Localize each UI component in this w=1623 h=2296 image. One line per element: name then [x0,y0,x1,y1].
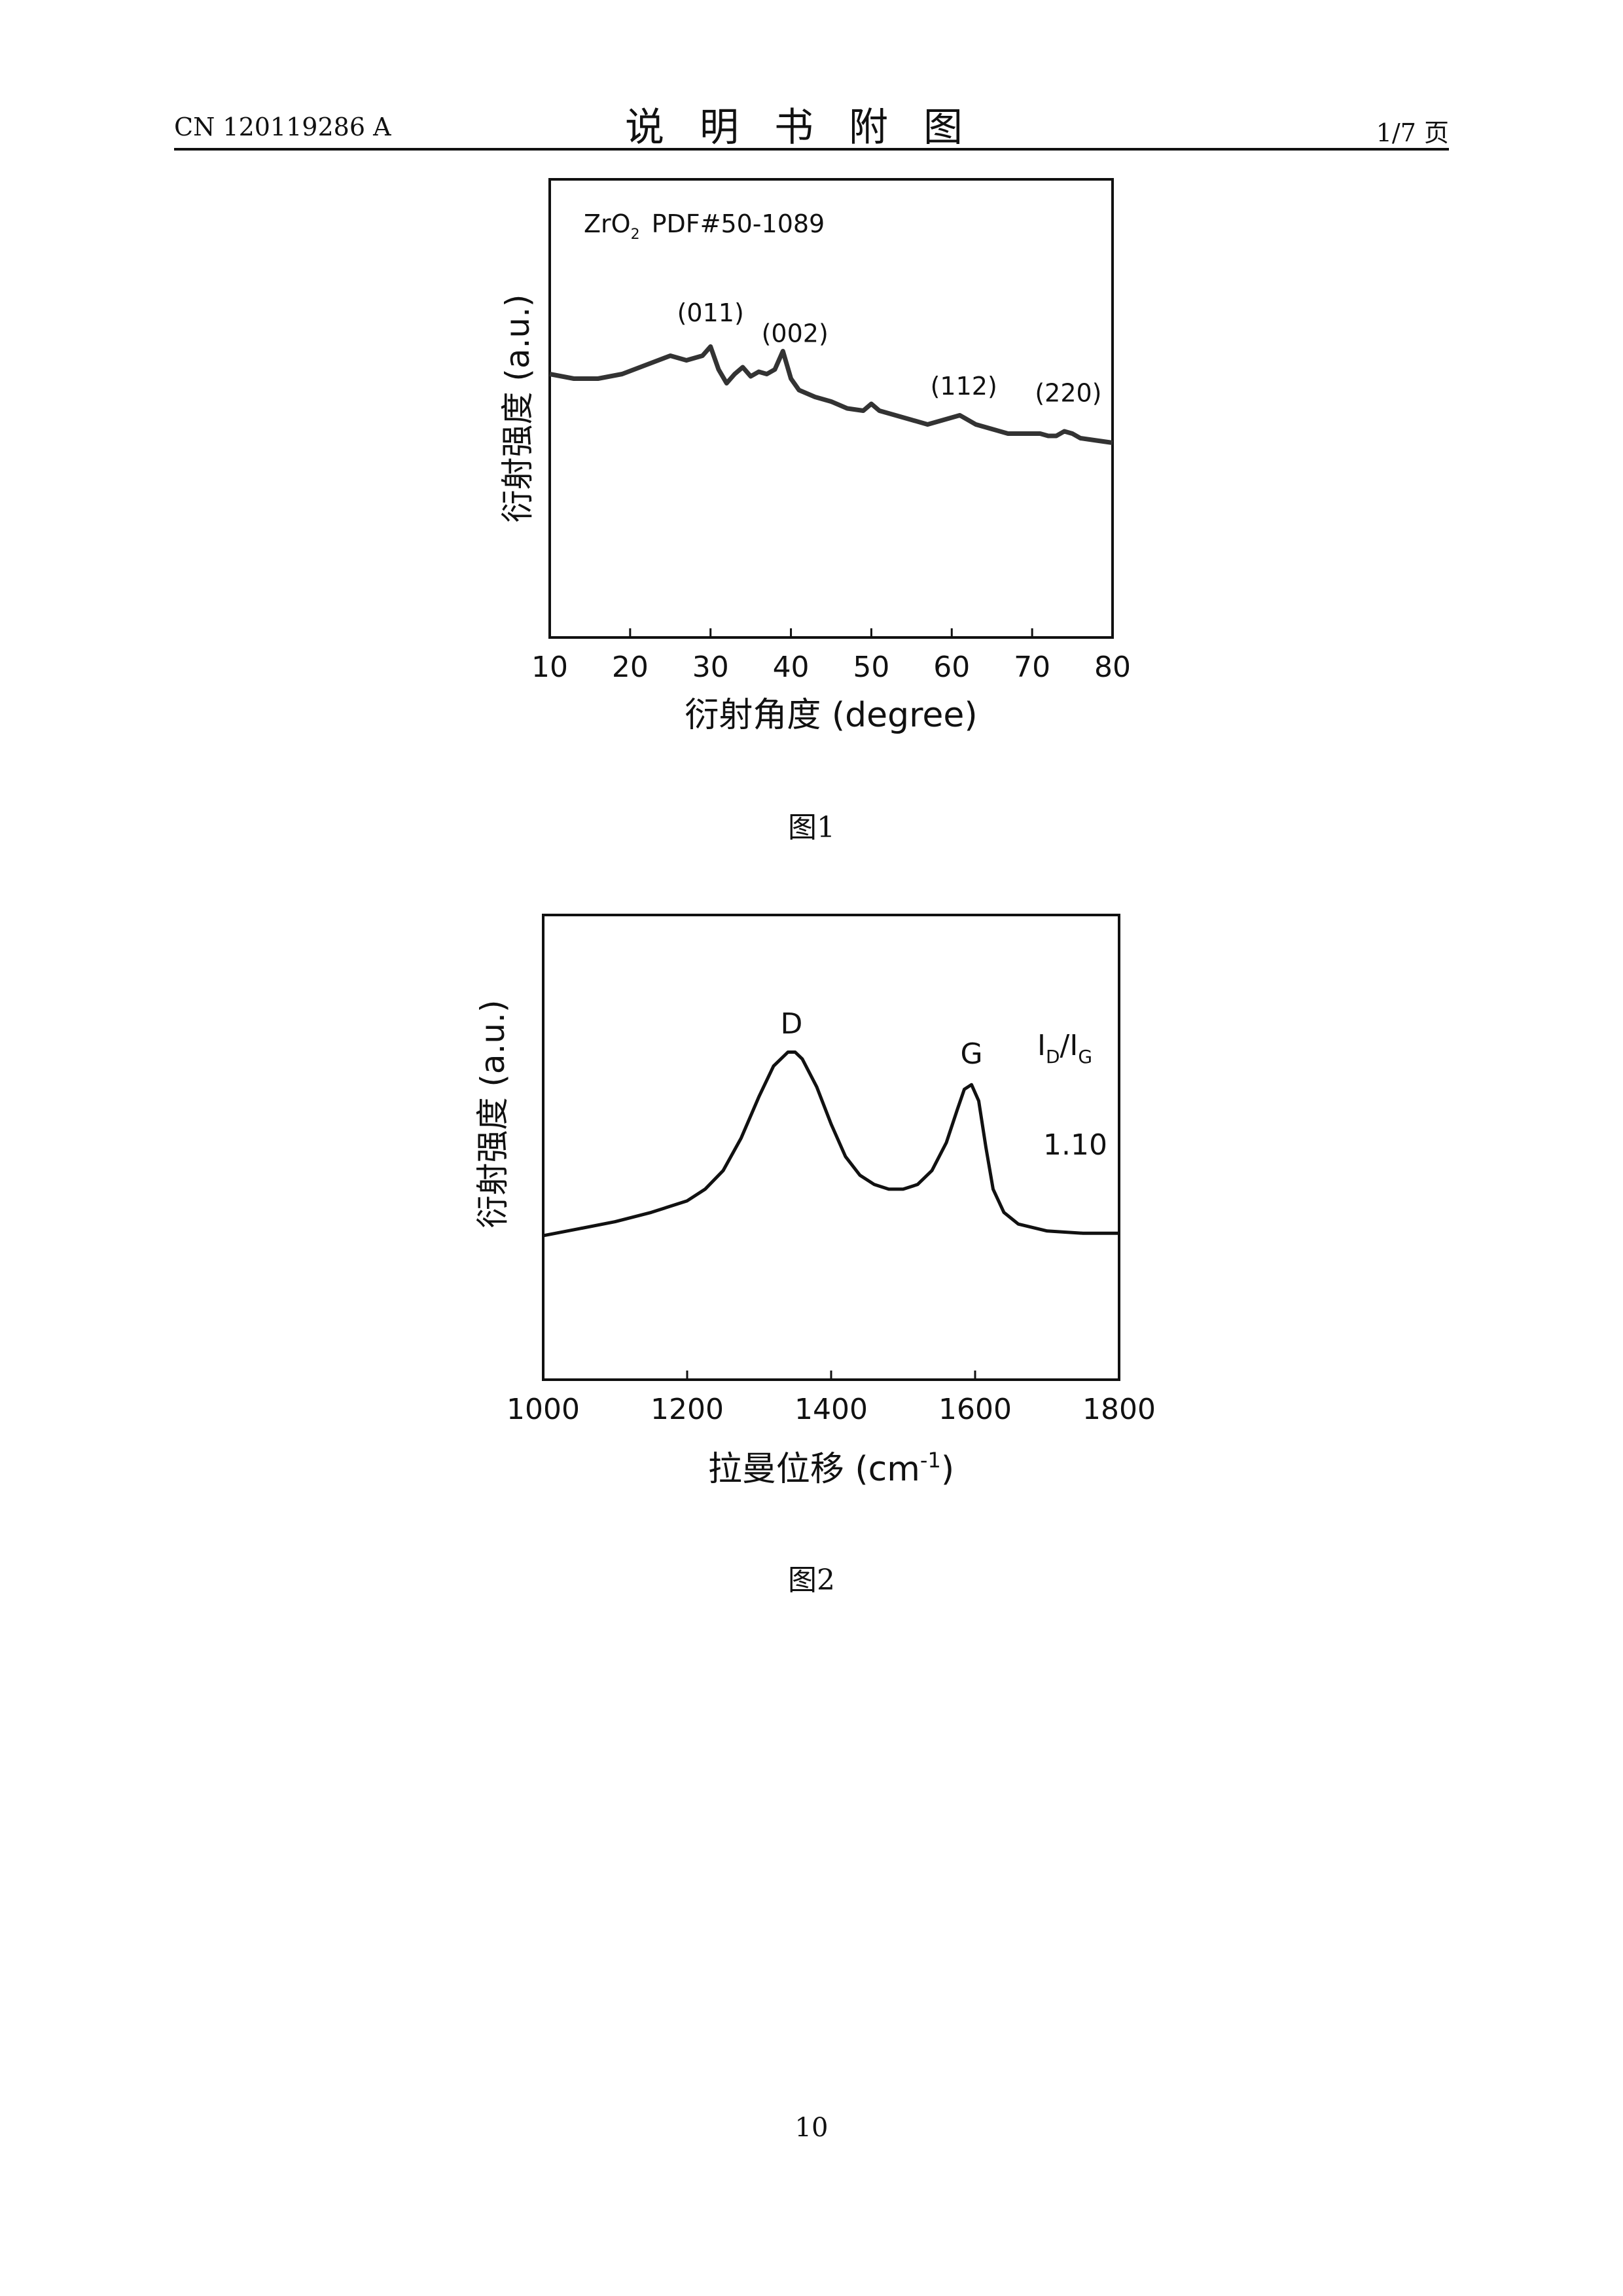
raman-x-tick-label: 1800 [1082,1393,1156,1426]
raman-x-tick-label: 1000 [507,1393,580,1426]
raman-y-axis-label: 衍射强度 (a.u.) [474,999,512,1228]
chart2-frame [543,915,1119,1380]
raman-x-axis-label: 拉曼位移 (cm-1) [708,1448,954,1489]
raman-peak-label: G [960,1037,982,1071]
id-ig-ratio-value: 1.10 [1043,1128,1107,1162]
raman-x-tick-label: 1200 [651,1393,724,1426]
raman-chart: 1000 1200 1400 1600 1800 D G ID/IG 1.10 衍射强度 … [0,0,1623,1532]
raman-x-tick-label: 1400 [794,1393,868,1426]
raman-spectrum-line [543,1052,1119,1236]
raman-x-tick-label: 1600 [938,1393,1012,1426]
figure2-caption: 图2 [0,1556,1623,1598]
page-number: 10 [0,2113,1623,2143]
raman-peak-label: D [781,1007,803,1041]
id-ig-ratio-label: ID/IG [1037,1029,1092,1067]
